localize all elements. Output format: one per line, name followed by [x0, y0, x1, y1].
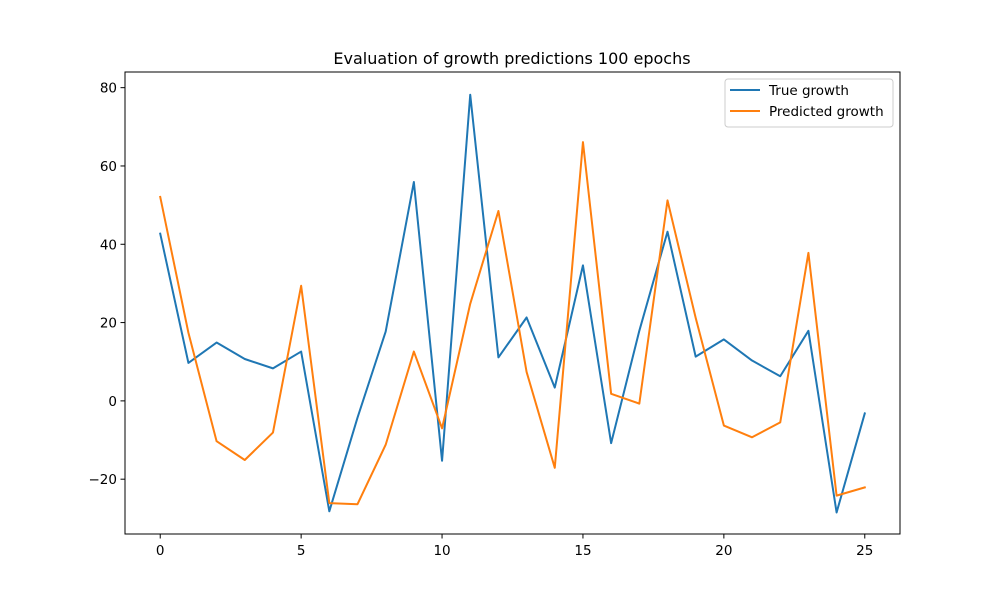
series-line-predicted-growth [159, 141, 867, 506]
y-tick-label: 40 [100, 237, 117, 253]
y-tick-label: 20 [100, 316, 117, 332]
plot-area-frame [124, 71, 901, 535]
legend-label-true-growth: True growth [768, 83, 849, 99]
x-tick-label: 5 [297, 543, 306, 559]
series-line-true-growth [159, 93, 867, 514]
x-tick-label: 15 [574, 543, 591, 559]
x-tick-label: 0 [156, 543, 165, 559]
legend-box [724, 78, 894, 128]
y-tick-label: 80 [100, 81, 117, 97]
y-tick-label: −20 [89, 472, 118, 488]
x-tick-label: 20 [715, 543, 732, 559]
legend: True growth Predicted growth [724, 78, 894, 128]
y-tick-label: 0 [108, 394, 117, 410]
legend-label-predicted-growth: Predicted growth [769, 104, 884, 120]
x-tick-label: 25 [856, 543, 873, 559]
x-tick-label: 10 [433, 543, 450, 559]
y-tick-label: 60 [100, 159, 117, 175]
y-axis: −20 0 20 40 60 80 [89, 81, 125, 488]
chart-title: Evaluation of growth predictions 100 epo… [333, 49, 690, 68]
x-axis: 0 5 10 15 20 25 [156, 534, 873, 559]
series-lines [159, 93, 867, 514]
